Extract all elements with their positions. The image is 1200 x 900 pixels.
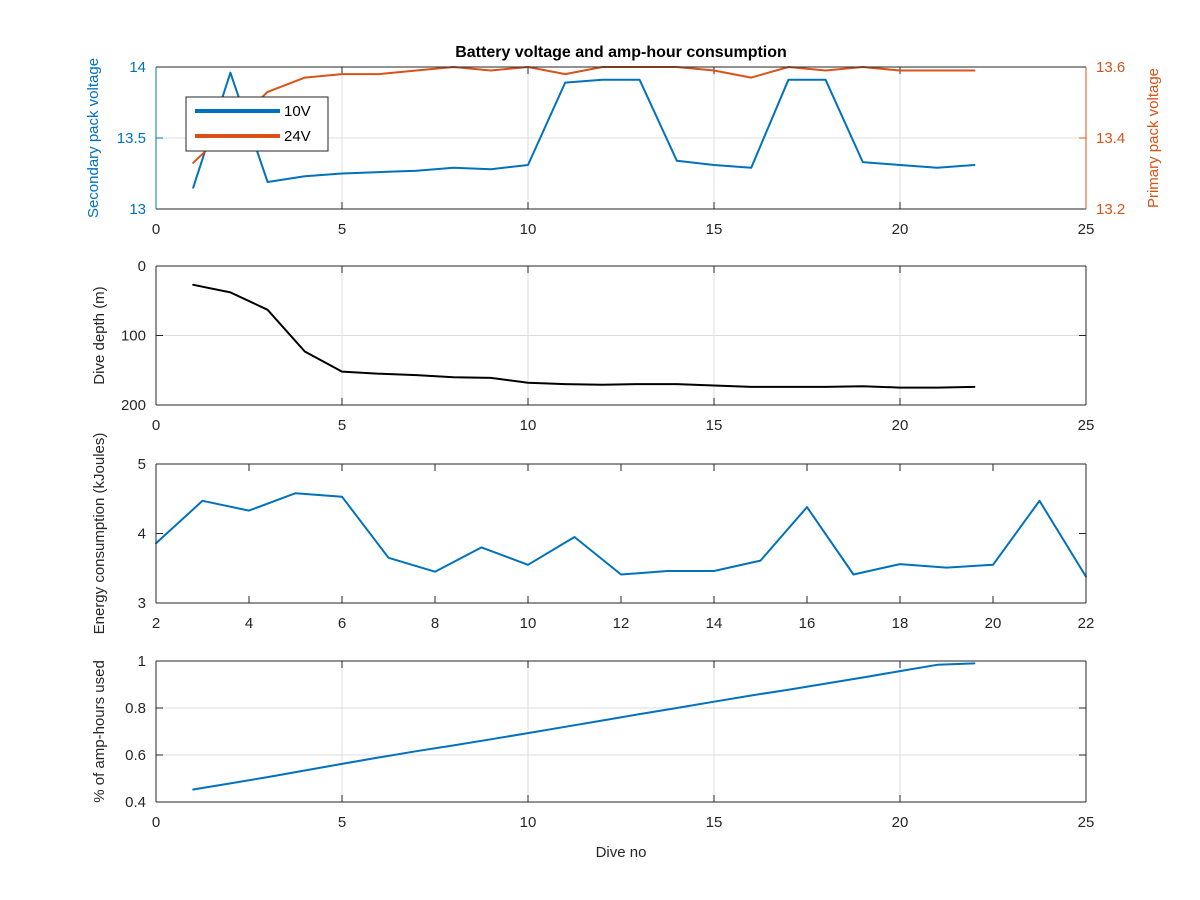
y-tick-label: 13.5 (117, 130, 146, 147)
x-tick-label: 14 (706, 615, 723, 632)
panel-3: 2 4 6 8 10 12 14 16 18 20 22 3 4 5 Energy consumption … (91, 433, 1094, 635)
series-line-4 (192, 662, 976, 791)
x-tick-label: 25 (1078, 417, 1095, 434)
x-tick-label: 10 (520, 417, 537, 434)
series-line-2 (192, 283, 976, 389)
x-tick-label: 0 (152, 417, 160, 434)
y-tick-label: 0.8 (125, 700, 146, 717)
y-tick-label: 200 (121, 397, 146, 414)
panel-4: 0 5 10 15 20 25 0.4 0.6 0.8 1 % of amp-hours used D… (91, 653, 1094, 861)
x-tick-label: 25 (1078, 814, 1095, 831)
y-right-tick-label: 13.2 (1096, 201, 1125, 218)
series-line-24V (192, 66, 976, 164)
y-axis-label: % of amp-hours used (91, 660, 108, 803)
x-tick-label: 15 (706, 814, 723, 831)
x-tick-label: 16 (799, 615, 816, 632)
series-line-10V (192, 71, 976, 189)
axes-background (156, 661, 1086, 802)
y-tick-label: 5 (138, 456, 146, 473)
legend-label-24V: 24V (284, 128, 311, 145)
x-tick-label: 10 (520, 814, 537, 831)
axes-frame (155, 265, 1087, 406)
panel-1: 0 5 10 15 20 25 13 13.5 14 13.2 13.4 13.6 Secondary … (85, 58, 1162, 238)
x-tick-label: 10 (520, 615, 537, 632)
x-tick-label: 6 (338, 615, 346, 632)
x-tick-label: 4 (245, 615, 253, 632)
axes-frame (155, 660, 1087, 803)
legend-label-10V: 10V (284, 103, 311, 120)
x-tick-label: 5 (338, 417, 346, 434)
x-tick-label: 25 (1078, 221, 1095, 238)
y-right-tick-label: 13.4 (1096, 130, 1125, 147)
x-tick-label: 0 (152, 814, 160, 831)
y-right-tick-label: 13.6 (1096, 59, 1125, 76)
x-tick-label: 15 (706, 417, 723, 434)
y-axis-label: Energy consumption (kJoules) (91, 433, 108, 635)
y-tick-label: 0 (138, 258, 146, 275)
series-line-3 (155, 492, 1087, 578)
x-tick-label: 20 (892, 814, 909, 831)
axes-frame (155, 463, 1087, 604)
panel-2: 0 5 10 15 20 25 0 100 200 Dive depth (m) (91, 258, 1094, 434)
x-tick-label: 20 (985, 615, 1002, 632)
chart-title: Battery voltage and amp-hour consumption (455, 44, 787, 61)
x-tick-label: 15 (706, 221, 723, 238)
x-tick-label: 22 (1078, 615, 1095, 632)
x-tick-label: 12 (613, 615, 630, 632)
x-tick-label: 5 (338, 221, 346, 238)
y-tick-label: 14 (129, 59, 146, 76)
axes-frame (155, 66, 1087, 210)
charts-layer: 0 5 10 15 20 251313.51413.213.413.6Secondary … (85, 58, 1162, 861)
y-axis-label-right: Primary pack voltage (1145, 68, 1162, 208)
x-tick-label: 0 (152, 221, 160, 238)
y-tick-label: 0.6 (125, 747, 146, 764)
axes-background (156, 464, 1086, 603)
x-tick-label: 10 (520, 221, 537, 238)
y-axis-label: Secondary pack voltage (85, 58, 102, 218)
x-tick-label: 2 (152, 615, 160, 632)
x-tick-label: 18 (892, 615, 909, 632)
y-tick-label: 4 (138, 526, 146, 543)
y-tick-label: 1 (138, 653, 146, 670)
y-tick-label: 13 (129, 201, 146, 218)
x-axis-label: Dive no (596, 844, 647, 861)
y-axis-label: Dive depth (m) (91, 286, 108, 384)
x-tick-label: 20 (892, 221, 909, 238)
y-tick-label: 0.4 (125, 794, 146, 811)
y-tick-label: 3 (138, 595, 146, 612)
legend-box (185, 96, 329, 152)
y-tick-label: 100 (121, 328, 146, 345)
x-tick-label: 20 (892, 417, 909, 434)
x-tick-label: 5 (338, 814, 346, 831)
x-tick-label: 8 (431, 615, 439, 632)
